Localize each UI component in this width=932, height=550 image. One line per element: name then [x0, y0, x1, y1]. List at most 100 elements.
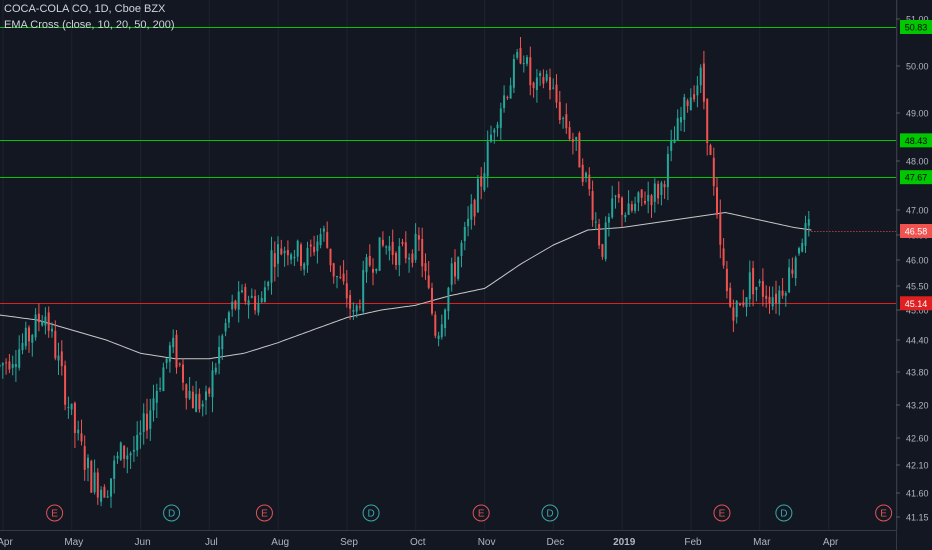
- candle-body[interactable]: [123, 445, 126, 459]
- candle-body[interactable]: [270, 250, 273, 283]
- candle-body[interactable]: [719, 212, 722, 245]
- candle-body[interactable]: [758, 281, 761, 284]
- candle-body[interactable]: [683, 97, 686, 120]
- candle-body[interactable]: [666, 153, 669, 188]
- candle-body[interactable]: [591, 191, 594, 220]
- candle-body[interactable]: [362, 269, 365, 312]
- candle-body[interactable]: [80, 433, 83, 442]
- candle-body[interactable]: [24, 327, 27, 347]
- candle-body[interactable]: [624, 215, 627, 218]
- candle-body[interactable]: [424, 263, 427, 272]
- candle-body[interactable]: [653, 183, 656, 202]
- candle-body[interactable]: [316, 241, 319, 252]
- candle-body[interactable]: [696, 85, 699, 96]
- candle-body[interactable]: [395, 253, 397, 265]
- time-axis[interactable]: Apr May Jun Jul Aug Sep Oct Nov Dec 2019 Feb Mar Apr: [0, 537, 839, 548]
- candle-body[interactable]: [90, 460, 93, 493]
- candle-body[interactable]: [103, 486, 106, 498]
- candle-body[interactable]: [391, 241, 394, 255]
- candle-body[interactable]: [434, 314, 437, 336]
- candle-body[interactable]: [201, 403, 204, 407]
- candle-body[interactable]: [34, 314, 37, 338]
- candle-body[interactable]: [535, 77, 538, 91]
- candle-body[interactable]: [775, 293, 777, 304]
- candle-body[interactable]: [804, 223, 807, 246]
- candle-body[interactable]: [607, 217, 610, 223]
- candle-body[interactable]: [571, 139, 574, 142]
- candle-body[interactable]: [555, 84, 558, 103]
- candle-body[interactable]: [388, 245, 391, 251]
- candle-body[interactable]: [568, 127, 571, 139]
- candle-body[interactable]: [781, 290, 784, 296]
- candle-body[interactable]: [470, 204, 473, 220]
- candle-body[interactable]: [96, 472, 99, 498]
- candle-body[interactable]: [260, 297, 263, 302]
- price-axis[interactable]: 41.15 41.60 42.10 42.60 43.20 43.80 44.40 45.00…: [896, 15, 932, 523]
- candle-body[interactable]: [129, 453, 132, 456]
- candle-body[interactable]: [529, 57, 532, 86]
- candle-body[interactable]: [234, 300, 237, 309]
- candle-body[interactable]: [60, 351, 63, 366]
- candle-body[interactable]: [450, 263, 453, 285]
- candle-body[interactable]: [237, 291, 240, 310]
- candle-body[interactable]: [640, 189, 643, 198]
- candle-body[interactable]: [506, 97, 509, 99]
- earnings-event[interactable]: E: [875, 504, 893, 522]
- earnings-event[interactable]: E: [713, 504, 731, 522]
- candle-body[interactable]: [28, 327, 30, 342]
- dividend-event[interactable]: D: [775, 504, 793, 522]
- candle-body[interactable]: [765, 295, 768, 299]
- candle-body[interactable]: [214, 367, 217, 373]
- candle-body[interactable]: [503, 95, 506, 109]
- candle-body[interactable]: [21, 343, 24, 351]
- candle-body[interactable]: [67, 407, 70, 409]
- candle-body[interactable]: [801, 243, 804, 252]
- earnings-event[interactable]: E: [46, 504, 64, 522]
- candle-body[interactable]: [8, 361, 11, 370]
- candle-body[interactable]: [454, 262, 456, 277]
- candle-body[interactable]: [146, 413, 148, 431]
- candle-body[interactable]: [142, 413, 145, 432]
- candle-body[interactable]: [693, 94, 696, 100]
- candle-body[interactable]: [689, 97, 692, 111]
- candle-body[interactable]: [119, 442, 122, 460]
- candle-body[interactable]: [634, 203, 637, 211]
- candle-body[interactable]: [70, 403, 73, 410]
- candle-body[interactable]: [11, 364, 14, 368]
- candle-body[interactable]: [1, 363, 4, 366]
- candle-body[interactable]: [211, 370, 214, 398]
- candle-body[interactable]: [630, 204, 633, 211]
- candle-body[interactable]: [247, 300, 250, 306]
- candle-body[interactable]: [375, 268, 378, 272]
- candle-body[interactable]: [303, 263, 306, 270]
- candle-body[interactable]: [41, 321, 44, 326]
- candle-body[interactable]: [168, 345, 171, 362]
- candle-body[interactable]: [51, 328, 53, 332]
- candle-body[interactable]: [368, 256, 371, 266]
- candle-body[interactable]: [241, 290, 243, 292]
- candle-body[interactable]: [516, 51, 519, 58]
- candle-body[interactable]: [257, 302, 260, 313]
- candle-body[interactable]: [601, 244, 604, 257]
- candle-body[interactable]: [611, 198, 614, 218]
- candle-body[interactable]: [716, 187, 718, 215]
- candle-body[interactable]: [224, 323, 227, 332]
- candle-body[interactable]: [562, 117, 565, 119]
- candle-body[interactable]: [381, 239, 384, 246]
- candle-body[interactable]: [575, 137, 578, 140]
- candle-body[interactable]: [139, 432, 142, 435]
- candle-body[interactable]: [358, 306, 361, 308]
- candle-body[interactable]: [558, 102, 561, 120]
- candle-body[interactable]: [385, 246, 388, 248]
- candle-body[interactable]: [522, 63, 525, 65]
- candle-body[interactable]: [581, 164, 584, 182]
- candle-body[interactable]: [110, 478, 112, 497]
- candle-body[interactable]: [509, 85, 512, 99]
- candle-body[interactable]: [673, 139, 676, 144]
- candle-body[interactable]: [637, 192, 640, 203]
- candle-body[interactable]: [647, 194, 650, 202]
- candle-body[interactable]: [14, 364, 17, 368]
- candle-body[interactable]: [807, 219, 810, 226]
- candle-body[interactable]: [725, 268, 728, 292]
